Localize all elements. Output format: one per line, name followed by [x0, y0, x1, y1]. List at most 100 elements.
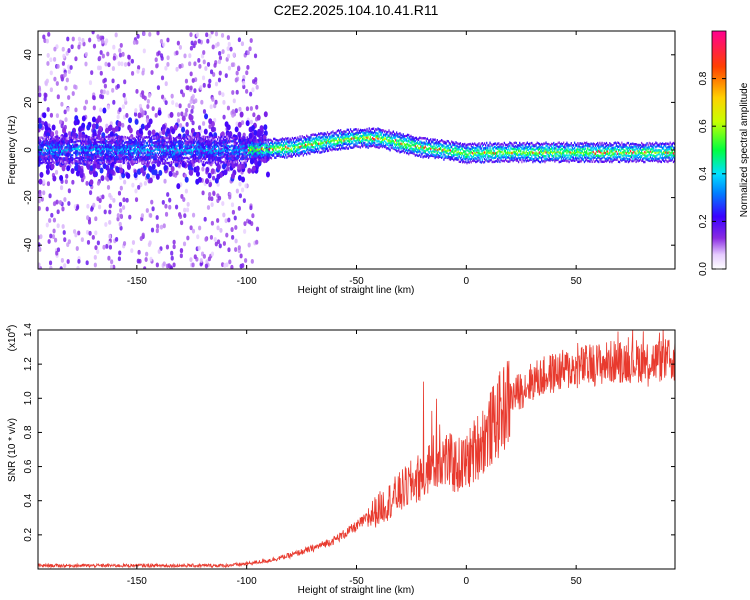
- spectrogram-cell: [214, 81, 219, 87]
- spectrogram-cell: [297, 139, 299, 142]
- spectrogram-cell: [452, 141, 454, 144]
- spectrogram-cell: [50, 149, 52, 152]
- spectrogram-cell: [439, 139, 442, 143]
- spectrogram-cell: [110, 153, 112, 156]
- spectrogram-cell: [486, 149, 488, 152]
- spectrogram-cell: [234, 136, 236, 140]
- spectrogram-cell: [240, 157, 242, 160]
- spectrogram-cell: [442, 145, 444, 149]
- spectrogram-cell: [227, 41, 231, 47]
- spectrogram-cell: [246, 141, 248, 144]
- spectrogram-cell: [189, 85, 193, 91]
- spectrogram-cell: [193, 40, 197, 46]
- spectrogram-cell: [239, 111, 244, 118]
- spectrogram-cell: [446, 144, 448, 148]
- spectrogram-cell: [567, 155, 569, 158]
- spectrogram-cell: [148, 165, 153, 172]
- spectrogram-cell: [197, 245, 201, 251]
- spectrogram-cell: [59, 185, 64, 191]
- spectrogram-cell: [51, 149, 53, 153]
- spectrogram-cell: [150, 157, 152, 160]
- spectrogram-cell: [503, 146, 505, 150]
- spectrogram-cell: [352, 146, 354, 149]
- spectrogram-cell: [162, 148, 164, 151]
- spectrogram-cell: [147, 136, 150, 139]
- spectrogram-cell: [76, 265, 80, 269]
- spectrogram-cell: [454, 150, 456, 153]
- spectrogram-cell: [195, 160, 197, 163]
- spectrogram-cell: [334, 146, 336, 149]
- spectrogram-cell: [245, 155, 247, 159]
- spectrogram-cell: [218, 145, 220, 148]
- spectrogram-cell: [253, 147, 255, 150]
- spectrogram-cell: [333, 132, 335, 135]
- spectrogram-cell: [90, 152, 93, 155]
- spectrogram-cell: [143, 142, 145, 145]
- spectrogram-cell: [329, 135, 331, 139]
- spectrogram-cell: [162, 155, 164, 159]
- spectrogram-cell: [53, 139, 55, 143]
- spectrogram-cell: [38, 193, 42, 199]
- spectrogram-cell: [45, 140, 47, 144]
- spectrogram-cell: [262, 143, 264, 147]
- spectrogram-cell: [565, 159, 567, 162]
- spectrogram-cell: [488, 157, 490, 161]
- spectrogram-cell: [184, 160, 186, 164]
- spectrogram-cell: [54, 151, 56, 155]
- spectrogram-cell: [50, 156, 52, 159]
- spectrogram-cell: [208, 124, 212, 129]
- spectrogram-cell: [229, 153, 231, 156]
- spectrogram-cell: [195, 152, 197, 155]
- spectrogram-cell: [177, 141, 179, 144]
- spectrogram-cell: [56, 148, 58, 151]
- spectrogram-cell: [119, 43, 123, 48]
- spectrogram-cell: [74, 56, 78, 62]
- spectrogram-cell: [148, 157, 151, 160]
- spectrogram-cell: [208, 191, 212, 197]
- spectrogram-cell: [188, 152, 190, 155]
- spectrogram-cell: [333, 134, 335, 138]
- spectrogram-cell: [65, 137, 67, 140]
- spectrogram-cell: [55, 160, 57, 163]
- spectrogram-cell: [175, 153, 177, 157]
- spectrogram-cell: [560, 157, 563, 160]
- spectrogram-cell: [310, 148, 312, 151]
- spectrogram-cell: [224, 161, 227, 164]
- spectrogram-cell: [243, 136, 245, 140]
- spectrogram-cell: [378, 128, 380, 131]
- spectrogram-cell: [251, 213, 255, 219]
- spectrogram-cell: [491, 160, 493, 164]
- spectrogram-cell: [412, 136, 414, 139]
- spectrogram-cell: [110, 259, 114, 265]
- spectrogram-cell: [170, 145, 173, 149]
- spectrogram-cell: [84, 52, 88, 57]
- spectrogram-cell: [527, 152, 530, 155]
- spectrogram-cell: [410, 145, 412, 148]
- spectrogram-cell: [104, 155, 107, 158]
- spectrogram-cell: [218, 70, 222, 76]
- spectrogram-cell: [450, 157, 453, 160]
- spectrogram-cell: [185, 129, 190, 136]
- spectrogram-cell: [380, 129, 382, 132]
- spectrogram-cell: [369, 131, 371, 134]
- spectrogram-cell: [77, 44, 81, 50]
- spectrogram-cell: [414, 149, 417, 152]
- spectrogram-cell: [233, 153, 235, 156]
- spectrogram-cell: [209, 234, 214, 240]
- spectrogram-cell: [105, 123, 109, 129]
- spectrogram-cell: [274, 141, 276, 145]
- spectrogram-cell: [222, 141, 224, 144]
- spectrogram-cell: [145, 135, 147, 139]
- spectrogram-cell: [48, 146, 51, 149]
- spectrogram-cell: [522, 156, 524, 160]
- spectrogram-cell: [63, 132, 68, 139]
- spectrogram-cell: [231, 144, 233, 147]
- spectrogram-cell: [122, 197, 126, 203]
- spectrogram-cell: [45, 168, 50, 175]
- spectrogram-cell: [456, 142, 458, 145]
- spectrogram-cell: [39, 142, 41, 145]
- spectrogram-cell: [279, 138, 281, 141]
- spectrogram-cell: [566, 153, 568, 156]
- spectrogram-cell: [311, 138, 313, 141]
- spectrogram-cell: [364, 137, 366, 140]
